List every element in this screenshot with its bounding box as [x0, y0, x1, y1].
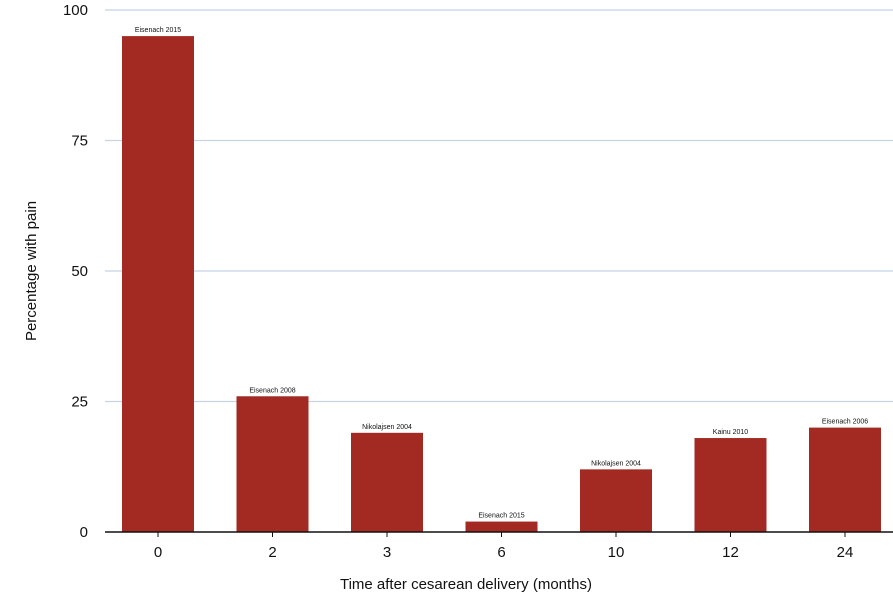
bar [351, 432, 423, 532]
y-tick-label: 75 [71, 133, 88, 150]
x-axis: 0 2 3 6 10 12 24 [154, 532, 854, 561]
x-axis-title: Time after cesarean delivery (months) [340, 576, 592, 593]
bars [122, 36, 881, 532]
bar-data-label: Eisenach 2006 [822, 419, 868, 426]
bar [694, 438, 767, 532]
x-tick-label: 6 [497, 544, 505, 561]
x-tick-label: 10 [608, 544, 625, 561]
y-tick-label: 0 [80, 524, 88, 541]
bar [580, 469, 652, 532]
bar [809, 427, 881, 532]
bar-data-label: Nikolajsen 2004 [362, 424, 412, 431]
bar [122, 36, 194, 532]
bar-data-label: Eisenach 2015 [135, 27, 181, 34]
bar-data-label: Eisenach 2008 [249, 387, 295, 394]
y-axis-title: Percentage with pain [23, 201, 40, 341]
x-tick-label: 0 [154, 544, 162, 561]
bar-data-label: Eisenach 2015 [478, 513, 524, 520]
x-tick-label: 24 [837, 544, 854, 561]
bar-data-label: Nikolajsen 2004 [591, 460, 641, 467]
x-tick-label: 2 [268, 544, 276, 561]
bar [236, 396, 309, 532]
y-axis: 0 25 50 75 100 [63, 2, 88, 541]
y-tick-label: 25 [71, 394, 88, 411]
x-tick-label: 12 [722, 544, 739, 561]
grid-lines [105, 9, 893, 403]
data-labels: Eisenach 2015 Eisenach 2008 Nikolajsen 200… [135, 27, 868, 519]
bar [465, 521, 538, 532]
bar-data-label: Kainu 2010 [713, 429, 749, 436]
x-tick-label: 3 [383, 544, 391, 561]
y-tick-label: 50 [71, 263, 88, 280]
y-tick-label: 100 [63, 2, 88, 19]
